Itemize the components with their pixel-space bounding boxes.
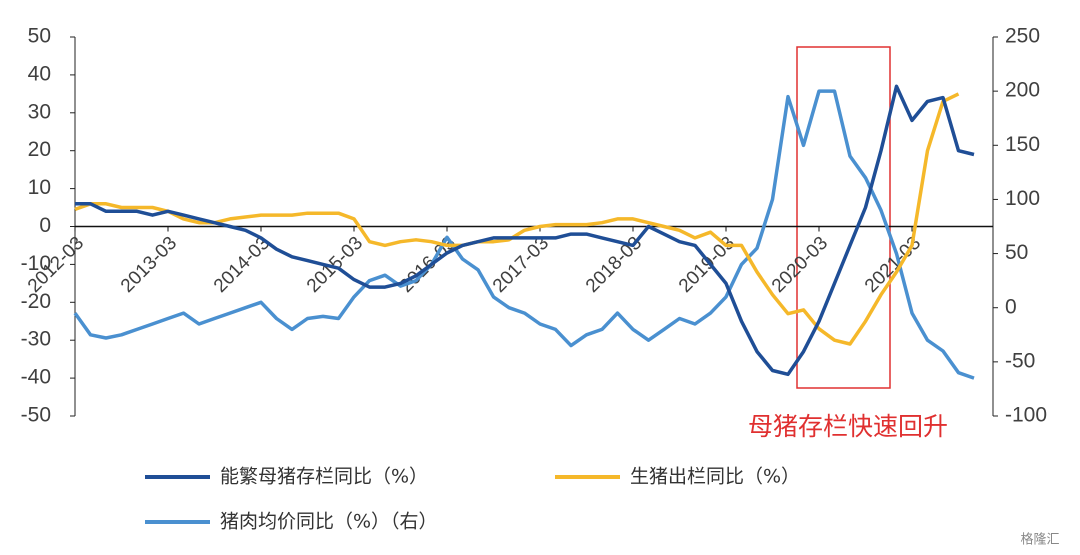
y2-tick-label: 0 <box>1005 295 1017 318</box>
y-tick-label: -20 <box>21 290 51 313</box>
y-tick-label: 20 <box>28 138 51 161</box>
y-tick-label: -40 <box>21 366 51 389</box>
y-tick-label: -30 <box>21 328 51 351</box>
y2-tick-label: -100 <box>1005 404 1047 427</box>
y-tick-label: 50 <box>28 25 51 48</box>
highlight-box <box>796 46 891 389</box>
x-tick-label: 2013-03 <box>117 233 181 297</box>
legend-label: 猪肉均价同比（%）（右） <box>220 511 438 533</box>
y-tick-label: -50 <box>21 404 51 427</box>
series-line <box>75 84 975 377</box>
y2-tick-label: 150 <box>1005 133 1040 156</box>
y-tick-label: 30 <box>28 100 51 123</box>
legend-label: 能繁母猪存栏同比（%） <box>220 466 428 488</box>
annotation: 母猪存栏快速回升 <box>748 412 948 441</box>
x-tick-label: 2015-03 <box>303 233 367 297</box>
y2-tick-label: 50 <box>1005 241 1028 264</box>
y2-tick-label: 200 <box>1005 79 1040 102</box>
y2-tick-label: 100 <box>1005 187 1040 210</box>
legend-label: 生猪出栏同比（%） <box>630 466 800 488</box>
series-line <box>73 89 975 380</box>
y2-tick-label: -50 <box>1005 349 1035 372</box>
y-tick-label: 0 <box>39 214 51 237</box>
x-tick-label: 2020-03 <box>768 233 832 297</box>
y-tick-label: -10 <box>21 252 51 275</box>
watermark: 格隆汇 <box>1020 532 1059 548</box>
y-tick-label: 10 <box>28 176 51 199</box>
series-line <box>74 92 960 346</box>
y-tick-label: 40 <box>28 62 51 85</box>
y2-tick-label: 250 <box>1005 25 1040 48</box>
